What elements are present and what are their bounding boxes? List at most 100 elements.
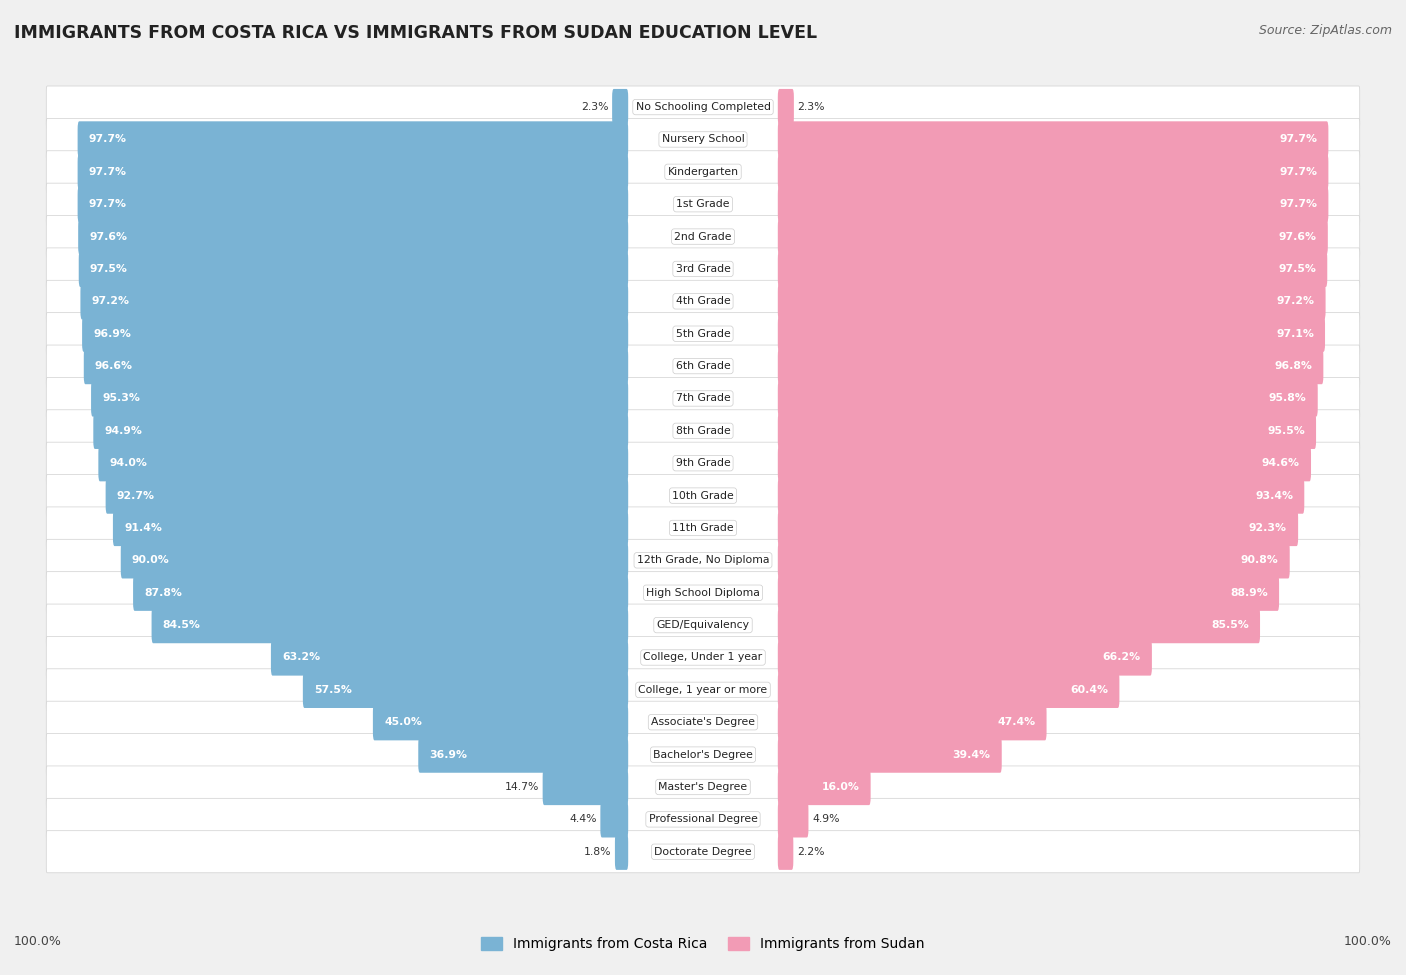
Text: 12th Grade, No Diploma: 12th Grade, No Diploma [637, 556, 769, 566]
Text: 95.3%: 95.3% [103, 394, 141, 404]
Text: 4.4%: 4.4% [569, 814, 598, 825]
FancyBboxPatch shape [77, 186, 628, 222]
FancyBboxPatch shape [46, 604, 1360, 646]
Text: Master's Degree: Master's Degree [658, 782, 748, 792]
FancyBboxPatch shape [46, 637, 1360, 679]
FancyBboxPatch shape [46, 571, 1360, 614]
FancyBboxPatch shape [778, 121, 1329, 158]
FancyBboxPatch shape [46, 280, 1360, 323]
Text: 4th Grade: 4th Grade [676, 296, 730, 306]
FancyBboxPatch shape [778, 834, 793, 870]
Text: 1st Grade: 1st Grade [676, 199, 730, 210]
FancyBboxPatch shape [79, 218, 628, 254]
Text: Doctorate Degree: Doctorate Degree [654, 846, 752, 857]
Text: No Schooling Completed: No Schooling Completed [636, 102, 770, 112]
Text: Professional Degree: Professional Degree [648, 814, 758, 825]
Text: Nursery School: Nursery School [662, 135, 744, 144]
Text: 90.0%: 90.0% [132, 556, 170, 566]
FancyBboxPatch shape [778, 380, 1317, 416]
FancyBboxPatch shape [46, 410, 1360, 451]
Text: 36.9%: 36.9% [429, 750, 467, 760]
Text: Source: ZipAtlas.com: Source: ZipAtlas.com [1258, 24, 1392, 37]
Text: College, 1 year or more: College, 1 year or more [638, 684, 768, 695]
Text: GED/Equivalency: GED/Equivalency [657, 620, 749, 630]
Text: 2.3%: 2.3% [581, 102, 609, 112]
FancyBboxPatch shape [46, 215, 1360, 257]
FancyBboxPatch shape [46, 507, 1360, 549]
FancyBboxPatch shape [778, 348, 1323, 384]
FancyBboxPatch shape [778, 316, 1324, 352]
FancyBboxPatch shape [105, 478, 628, 514]
Text: 47.4%: 47.4% [997, 718, 1035, 727]
FancyBboxPatch shape [46, 701, 1360, 743]
FancyBboxPatch shape [612, 89, 628, 125]
FancyBboxPatch shape [46, 118, 1360, 161]
Text: 92.3%: 92.3% [1249, 523, 1286, 533]
Text: 90.8%: 90.8% [1241, 556, 1278, 566]
FancyBboxPatch shape [46, 377, 1360, 419]
FancyBboxPatch shape [46, 766, 1360, 808]
Text: 94.6%: 94.6% [1261, 458, 1301, 468]
FancyBboxPatch shape [778, 218, 1327, 254]
FancyBboxPatch shape [134, 574, 628, 611]
FancyBboxPatch shape [46, 248, 1360, 290]
FancyBboxPatch shape [84, 348, 628, 384]
Text: 96.8%: 96.8% [1274, 361, 1312, 371]
Text: 88.9%: 88.9% [1230, 588, 1268, 598]
FancyBboxPatch shape [418, 736, 628, 773]
FancyBboxPatch shape [778, 412, 1316, 449]
Text: 100.0%: 100.0% [1344, 935, 1392, 948]
FancyBboxPatch shape [778, 736, 1001, 773]
FancyBboxPatch shape [778, 283, 1326, 320]
Text: 97.2%: 97.2% [91, 296, 129, 306]
Text: 97.7%: 97.7% [1279, 135, 1317, 144]
FancyBboxPatch shape [46, 475, 1360, 517]
FancyBboxPatch shape [778, 607, 1260, 644]
FancyBboxPatch shape [93, 412, 628, 449]
Text: 93.4%: 93.4% [1256, 490, 1294, 500]
Text: 16.0%: 16.0% [821, 782, 859, 792]
Text: 91.4%: 91.4% [124, 523, 162, 533]
Text: 97.5%: 97.5% [90, 264, 128, 274]
FancyBboxPatch shape [82, 316, 628, 352]
Text: College, Under 1 year: College, Under 1 year [644, 652, 762, 662]
Text: 95.5%: 95.5% [1267, 426, 1305, 436]
FancyBboxPatch shape [91, 380, 628, 416]
FancyBboxPatch shape [271, 640, 628, 676]
Text: Associate's Degree: Associate's Degree [651, 718, 755, 727]
FancyBboxPatch shape [778, 542, 1289, 578]
FancyBboxPatch shape [46, 669, 1360, 711]
Text: 4.9%: 4.9% [811, 814, 839, 825]
Text: 95.8%: 95.8% [1268, 394, 1306, 404]
FancyBboxPatch shape [77, 154, 628, 190]
FancyBboxPatch shape [778, 186, 1329, 222]
FancyBboxPatch shape [46, 539, 1360, 581]
Text: 3rd Grade: 3rd Grade [675, 264, 731, 274]
Text: 2.2%: 2.2% [797, 846, 824, 857]
FancyBboxPatch shape [46, 345, 1360, 387]
FancyBboxPatch shape [152, 607, 628, 644]
Text: 97.2%: 97.2% [1277, 296, 1315, 306]
Text: 6th Grade: 6th Grade [676, 361, 730, 371]
FancyBboxPatch shape [46, 443, 1360, 485]
FancyBboxPatch shape [600, 801, 628, 838]
FancyBboxPatch shape [373, 704, 628, 740]
Text: Kindergarten: Kindergarten [668, 167, 738, 176]
FancyBboxPatch shape [778, 704, 1046, 740]
Text: 94.0%: 94.0% [110, 458, 148, 468]
FancyBboxPatch shape [778, 640, 1152, 676]
Text: 96.9%: 96.9% [93, 329, 131, 338]
FancyBboxPatch shape [778, 510, 1298, 546]
Text: 8th Grade: 8th Grade [676, 426, 730, 436]
Text: 2nd Grade: 2nd Grade [675, 232, 731, 242]
FancyBboxPatch shape [46, 313, 1360, 355]
FancyBboxPatch shape [98, 445, 628, 482]
Text: 94.9%: 94.9% [104, 426, 142, 436]
Text: 5th Grade: 5th Grade [676, 329, 730, 338]
FancyBboxPatch shape [46, 183, 1360, 225]
FancyBboxPatch shape [778, 478, 1305, 514]
Text: 97.5%: 97.5% [1278, 264, 1316, 274]
FancyBboxPatch shape [778, 801, 808, 838]
Text: 2.3%: 2.3% [797, 102, 825, 112]
Text: 9th Grade: 9th Grade [676, 458, 730, 468]
